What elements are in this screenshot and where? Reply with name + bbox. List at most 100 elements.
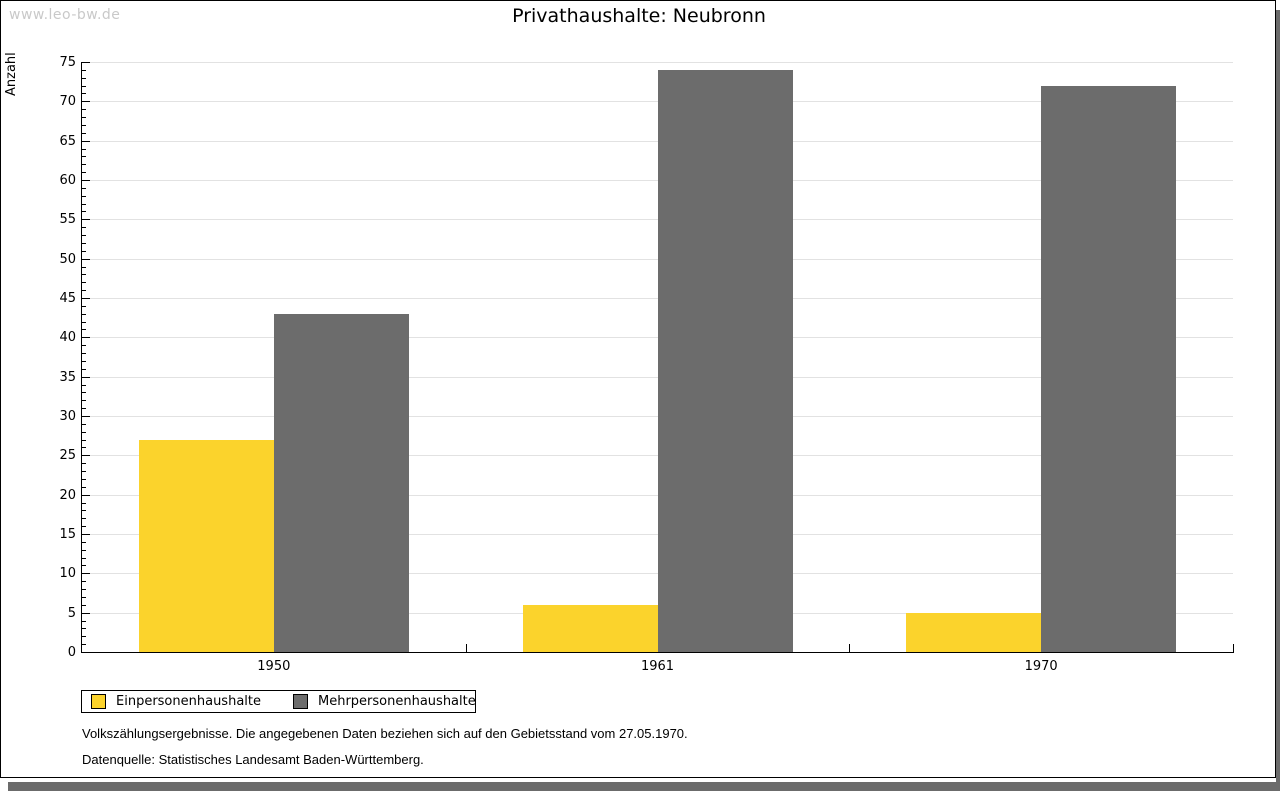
watermark-url: www.leo-bw.de xyxy=(9,7,121,23)
y-minor-tick-39 xyxy=(82,345,86,347)
y-minor-tick-49 xyxy=(82,266,86,268)
y-minor-tick-4 xyxy=(82,620,86,622)
y-minor-tick-9 xyxy=(82,581,86,583)
y-tick-label-55: 55 xyxy=(59,212,76,228)
drop-shadow-bottom xyxy=(8,782,1280,791)
y-tick-label-45: 45 xyxy=(59,291,76,306)
y-minor-tick-23 xyxy=(82,471,86,473)
y-minor-tick-6 xyxy=(82,604,86,606)
y-major-tick-10 xyxy=(82,573,90,575)
plot-area: 0 5 10 15 20 25 30 35 40 45 50 55 60 65 70 75 1950 1961 19… xyxy=(59,56,1234,674)
legend-item-einpersonenhaushalte: Einpersonenhaushalte xyxy=(91,694,261,709)
y-major-tick-45 xyxy=(82,298,90,299)
drop-shadow-right xyxy=(1276,10,1280,791)
y-minor-tick-16 xyxy=(82,526,86,528)
y-major-tick-70 xyxy=(82,101,90,103)
y-tick-label-30: 30 xyxy=(59,409,76,424)
y-minor-tick-59 xyxy=(82,187,86,189)
y-major-tick-15 xyxy=(82,534,90,535)
y-minor-tick-2 xyxy=(82,636,86,638)
y-major-tick-75 xyxy=(82,62,90,63)
y-major-tick-35 xyxy=(82,376,90,378)
bar-mehrpersonenhaushalte-1950 xyxy=(273,313,409,652)
y-tick-label-65: 65 xyxy=(59,133,76,149)
y-tick-label-5: 5 xyxy=(67,605,76,621)
y-minor-tick-53 xyxy=(82,235,86,237)
y-minor-tick-48 xyxy=(82,274,86,276)
y-major-tick-25 xyxy=(82,455,90,457)
y-gridline-75 xyxy=(82,62,1233,63)
y-major-tick-5 xyxy=(82,612,90,614)
legend-swatch-einpersonenhaushalte xyxy=(91,694,106,709)
y-minor-tick-12 xyxy=(82,557,86,559)
y-minor-tick-32 xyxy=(82,400,86,402)
y-minor-tick-8 xyxy=(82,589,86,591)
y-tick-label-0: 0 xyxy=(67,645,76,660)
y-minor-tick-62 xyxy=(82,164,86,166)
y-minor-tick-22 xyxy=(82,478,86,480)
y-major-tick-50 xyxy=(82,258,90,260)
y-minor-tick-51 xyxy=(82,250,86,252)
bar-einpersonenhaushalte-1950 xyxy=(138,439,274,652)
bar-mehrpersonenhaushalte-1961 xyxy=(657,69,793,652)
y-minor-tick-24 xyxy=(82,463,86,465)
y-minor-tick-44 xyxy=(82,305,86,307)
y-minor-tick-47 xyxy=(82,282,86,284)
y-minor-tick-28 xyxy=(82,431,86,433)
y-minor-tick-52 xyxy=(82,242,86,244)
y-minor-tick-31 xyxy=(82,408,86,410)
x-category-label-1950: 1950 xyxy=(257,659,291,674)
y-tick-label-15: 15 xyxy=(59,527,76,542)
y-minor-tick-3 xyxy=(82,628,86,630)
y-minor-tick-29 xyxy=(82,423,86,425)
x-axis-line xyxy=(81,652,1234,653)
footnote-census-note: Volkszählungsergebnisse. Die angegebenen… xyxy=(82,726,688,741)
y-minor-tick-63 xyxy=(82,156,86,158)
x-boundary-tick-2 xyxy=(849,644,850,652)
y-minor-tick-7 xyxy=(82,596,86,598)
y-minor-tick-73 xyxy=(82,77,86,79)
y-minor-tick-71 xyxy=(82,93,86,95)
y-minor-tick-11 xyxy=(82,565,86,567)
y-minor-tick-27 xyxy=(82,439,86,441)
footnote-data-source: Datenquelle: Statistisches Landesamt Bad… xyxy=(82,752,424,767)
y-major-tick-30 xyxy=(82,416,90,417)
y-minor-tick-66 xyxy=(82,132,86,134)
y-minor-tick-13 xyxy=(82,549,86,551)
y-minor-tick-36 xyxy=(82,368,86,370)
y-minor-tick-64 xyxy=(82,148,86,150)
y-axis-title: Anzahl xyxy=(4,52,19,96)
x-boundary-tick-1 xyxy=(466,644,467,652)
chart-title: Privathaushalte: Neubronn xyxy=(512,5,766,27)
y-tick-label-25: 25 xyxy=(59,448,76,464)
y-tick-label-70: 70 xyxy=(59,94,76,110)
y-minor-tick-19 xyxy=(82,502,86,504)
y-tick-label-20: 20 xyxy=(59,487,76,503)
y-minor-tick-1 xyxy=(82,644,86,646)
y-minor-tick-37 xyxy=(82,360,86,362)
y-tick-label-75: 75 xyxy=(59,55,76,70)
y-minor-tick-67 xyxy=(82,124,86,126)
y-tick-label-35: 35 xyxy=(59,369,76,385)
y-major-tick-65 xyxy=(82,140,90,142)
y-minor-tick-68 xyxy=(82,117,86,119)
y-minor-tick-58 xyxy=(82,195,86,197)
y-minor-tick-14 xyxy=(82,541,86,543)
y-minor-tick-57 xyxy=(82,203,86,205)
x-boundary-tick-3 xyxy=(1233,644,1234,652)
y-major-tick-55 xyxy=(82,219,90,221)
y-minor-tick-69 xyxy=(82,109,86,111)
y-minor-tick-56 xyxy=(82,211,86,213)
y-tick-label-10: 10 xyxy=(59,566,76,582)
y-axis-line xyxy=(81,62,82,653)
bar-einpersonenhaushalte-1970 xyxy=(906,612,1042,652)
y-minor-tick-41 xyxy=(82,329,86,331)
y-minor-tick-34 xyxy=(82,384,86,386)
legend-label-einpersonenhaushalte: Einpersonenhaushalte xyxy=(116,694,261,709)
x-category-label-1961: 1961 xyxy=(640,659,675,674)
legend-item-mehrpersonenhaushalte: Mehrpersonenhaushalte xyxy=(293,694,476,709)
y-minor-tick-33 xyxy=(82,392,86,394)
y-major-tick-40 xyxy=(82,337,90,339)
x-category-label-1970: 1970 xyxy=(1024,659,1058,674)
